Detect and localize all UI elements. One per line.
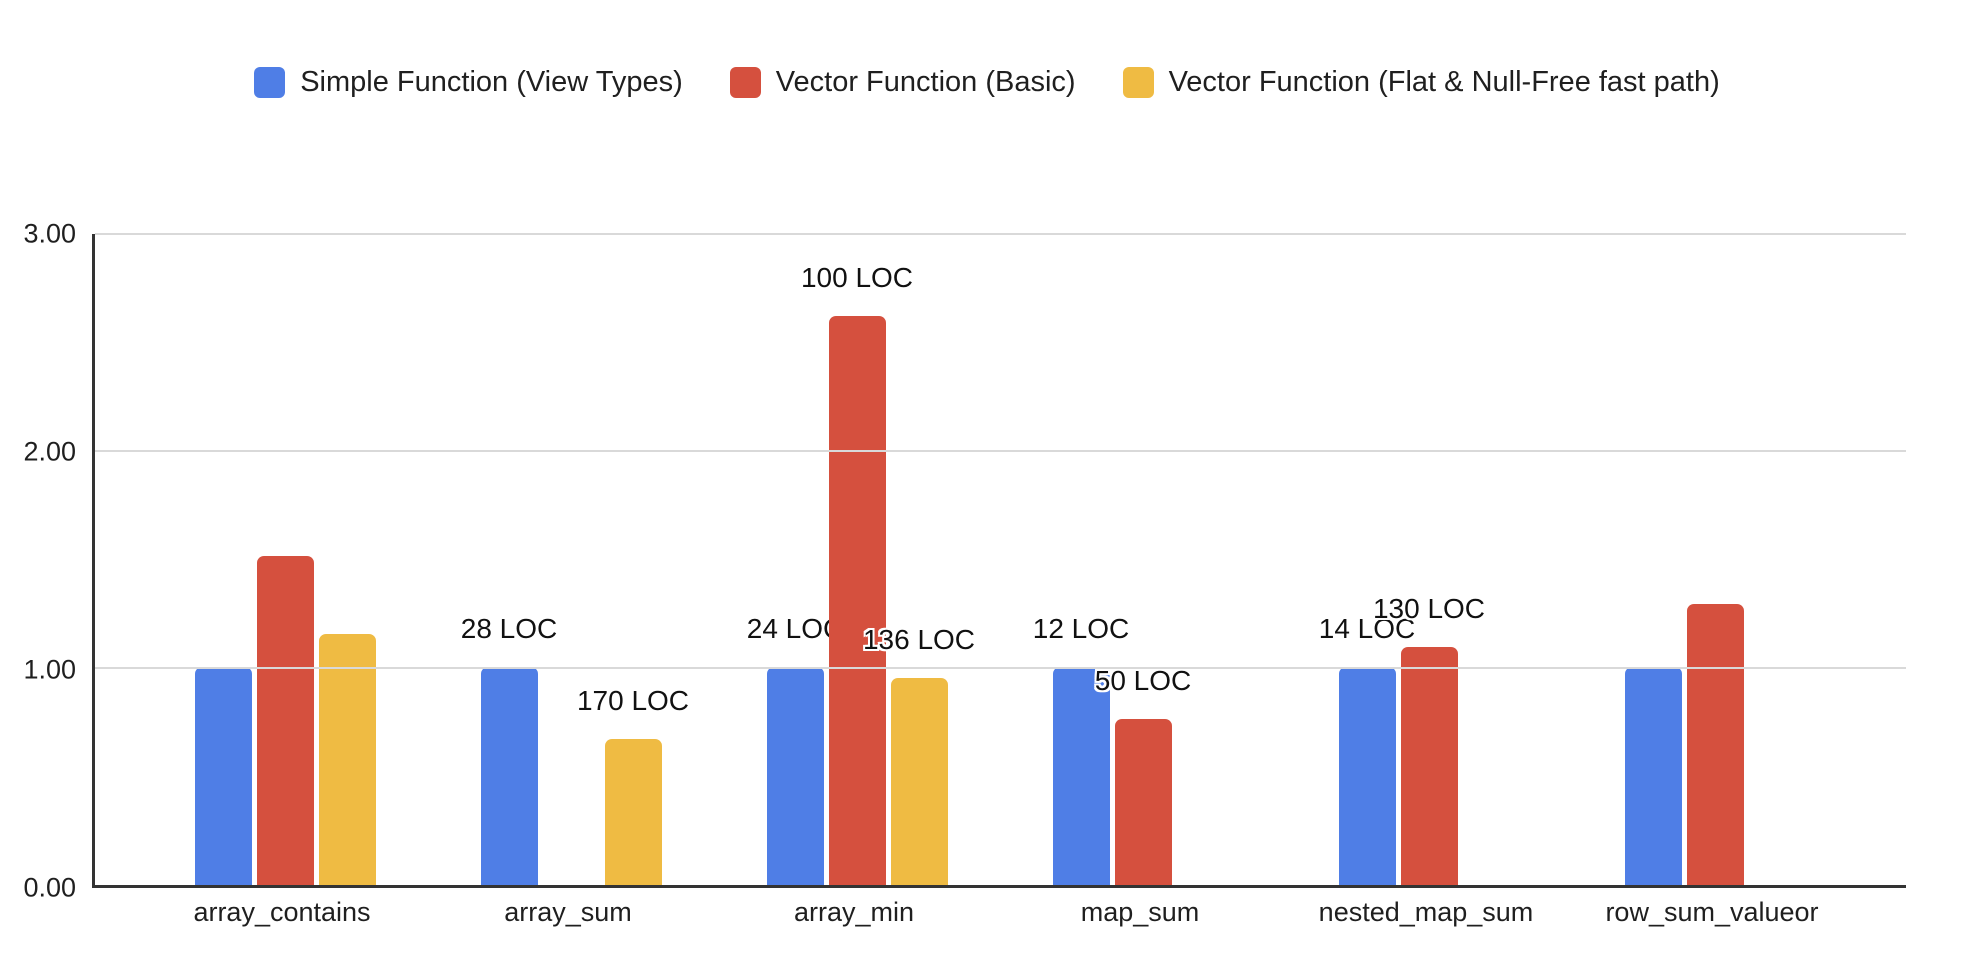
bar[interactable]: 130 LOC xyxy=(1373,593,1485,885)
y-axis-tick-label: 1.00 xyxy=(23,654,76,685)
bar-slot: 28 LOC xyxy=(461,613,557,885)
bar-group xyxy=(1572,234,1858,885)
bar-group: 14 LOC 130 LOC xyxy=(1286,234,1572,885)
y-axis-tick-label: 3.00 xyxy=(23,218,76,249)
legend-label: Simple Function (View Types) xyxy=(300,66,683,98)
legend-item[interactable]: Vector Function (Basic) xyxy=(729,66,1076,99)
gridline xyxy=(95,667,1906,670)
data-label: 136 LOC xyxy=(862,623,976,655)
data-label: 28 LOC xyxy=(460,613,558,644)
x-axis-category-label: row_sum_valueor xyxy=(1605,897,1819,927)
data-label: 50 LOC xyxy=(1094,665,1192,697)
x-axis: array_contains array_sum array_min map_sum n… xyxy=(139,897,1855,928)
x-axis-category-label: array_sum xyxy=(504,897,632,927)
chart-legend: Simple Function (View Types) Vector Funct… xyxy=(0,66,1974,99)
legend-label: Vector Function (Flat & Null-Free fast p… xyxy=(1168,66,1720,98)
bar-slot: 100 LOC xyxy=(801,262,913,885)
bar[interactable] xyxy=(194,667,252,885)
y-axis: 0.00 1.00 2.00 3.00 xyxy=(0,219,76,903)
legend-swatch-icon xyxy=(1122,67,1154,98)
x-axis-category-label: nested_map_sum xyxy=(1318,897,1534,927)
legend-swatch-icon xyxy=(254,67,286,98)
x-axis-category-label: map_sum xyxy=(1080,897,1200,927)
bar[interactable] xyxy=(1624,667,1682,885)
bar-slot: 130 LOC xyxy=(1373,593,1485,885)
bars-row: 28 LOC 170 LOC 24 LOC 100 LOC 136 LOC 12 LOC 5… xyxy=(142,234,1858,885)
plot-area: 28 LOC 170 LOC 24 LOC 100 LOC 136 LOC 12 LOC 5… xyxy=(92,233,1906,888)
data-label: 24 LOC xyxy=(746,613,844,644)
bar[interactable]: 136 LOC xyxy=(863,624,975,885)
legend-swatch-icon xyxy=(729,67,761,98)
data-label: 130 LOC xyxy=(1372,593,1486,625)
bar-slot: 14 LOC xyxy=(1319,613,1415,885)
bar-slot: 12 LOC xyxy=(1033,613,1129,885)
gridline xyxy=(95,233,1906,235)
bar[interactable]: 28 LOC xyxy=(461,613,557,885)
legend-label: Vector Function (Basic) xyxy=(775,66,1076,98)
bar[interactable]: 170 LOC xyxy=(577,685,689,885)
x-axis-category-label: array_contains xyxy=(193,897,371,927)
gridline xyxy=(95,450,1906,453)
bar[interactable] xyxy=(1686,603,1744,885)
bar[interactable]: 24 LOC xyxy=(747,613,843,885)
bar-slot: 136 LOC xyxy=(863,624,975,885)
bar[interactable] xyxy=(256,555,314,885)
y-axis-tick-label: 0.00 xyxy=(23,872,76,903)
legend-item[interactable]: Vector Function (Flat & Null-Free fast p… xyxy=(1122,66,1720,99)
bar-slot xyxy=(194,667,252,885)
bar-group xyxy=(142,234,428,885)
bar-slot: 24 LOC xyxy=(747,613,843,885)
bar-slot xyxy=(318,634,376,885)
bar[interactable]: 12 LOC xyxy=(1033,613,1129,885)
data-label: 100 LOC xyxy=(800,262,914,294)
bar-slot: 170 LOC xyxy=(577,685,689,885)
bar-slot xyxy=(1686,603,1744,885)
bar-slot xyxy=(256,555,314,885)
bar[interactable] xyxy=(318,634,376,885)
bar-group: 24 LOC 100 LOC 136 LOC xyxy=(714,234,1000,885)
bar[interactable]: 100 LOC xyxy=(801,262,913,885)
bar[interactable]: 50 LOC xyxy=(1095,665,1191,885)
data-label: 12 LOC xyxy=(1032,613,1130,644)
bar[interactable]: 14 LOC xyxy=(1319,613,1415,885)
legend-item[interactable]: Simple Function (View Types) xyxy=(254,66,683,99)
y-axis-tick-label: 2.00 xyxy=(23,436,76,467)
x-axis-category-label: array_min xyxy=(793,897,915,927)
bar-group: 12 LOC 50 LOC xyxy=(1000,234,1286,885)
data-label: 170 LOC xyxy=(576,684,690,716)
bar-slot xyxy=(1624,667,1682,885)
bar-group: 28 LOC 170 LOC xyxy=(428,234,714,885)
data-label: 14 LOC xyxy=(1318,613,1416,644)
bar-slot: 50 LOC xyxy=(1095,665,1191,885)
